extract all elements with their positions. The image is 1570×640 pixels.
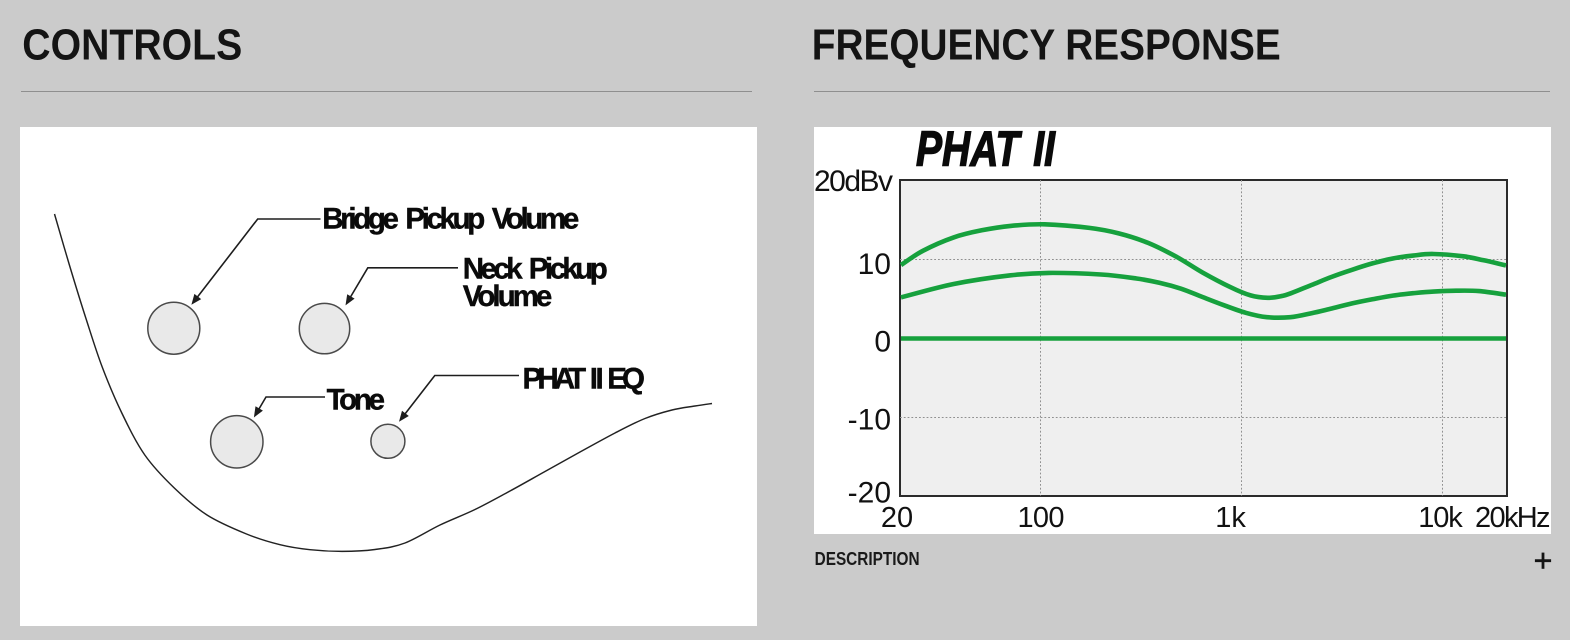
- svg-text:10k: 10k: [1418, 502, 1463, 534]
- svg-text:Neck Pickup: Neck Pickup: [463, 253, 608, 286]
- svg-text:PHAT II EQ: PHAT II EQ: [523, 363, 646, 396]
- svg-text:10: 10: [858, 248, 891, 281]
- svg-text:FREQUENCY RESPONSE: FREQUENCY RESPONSE: [812, 21, 1281, 70]
- svg-text:-20: -20: [848, 477, 891, 510]
- svg-text:Tone: Tone: [327, 383, 386, 416]
- svg-text:PHAT II: PHAT II: [916, 122, 1056, 177]
- svg-text:20: 20: [881, 502, 913, 534]
- svg-text:20dBv: 20dBv: [814, 165, 893, 198]
- svg-text:0: 0: [874, 325, 891, 358]
- svg-text:Bridge Pickup Volume: Bridge Pickup Volume: [322, 202, 579, 235]
- svg-text:CONTROLS: CONTROLS: [22, 21, 242, 70]
- svg-text:1k: 1k: [1215, 502, 1246, 534]
- svg-text:Volume: Volume: [463, 280, 553, 313]
- svg-text:20kHz: 20kHz: [1475, 502, 1551, 534]
- svg-text:-10: -10: [848, 404, 891, 437]
- svg-text:DESCRIPTION: DESCRIPTION: [815, 549, 920, 569]
- svg-text:100: 100: [1018, 502, 1065, 534]
